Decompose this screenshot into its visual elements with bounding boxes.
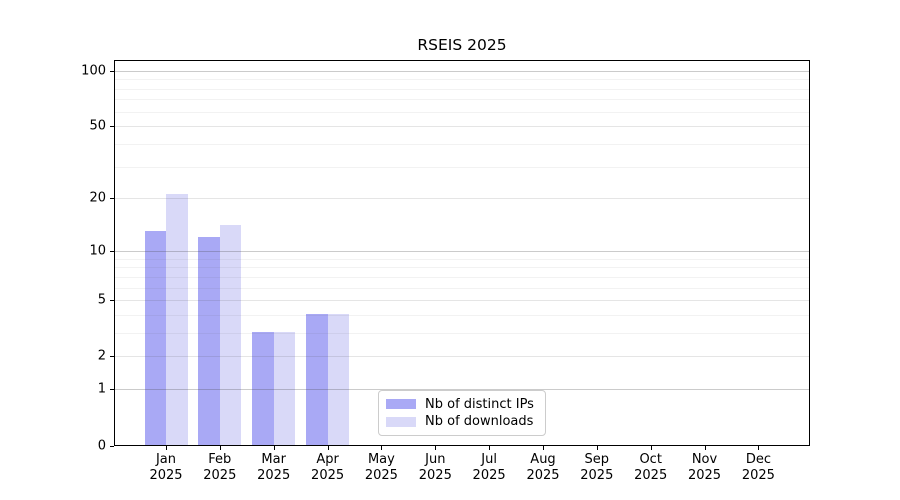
x-tick-label: May 2025 (364, 452, 398, 483)
bar-feb-distinct-ips (198, 236, 220, 445)
downloads-swatch-icon (386, 416, 416, 427)
x-tick (489, 446, 491, 450)
y-tick (110, 389, 114, 391)
bar-jan-distinct-ips (144, 230, 166, 445)
legend-label-downloads: Nb of downloads (425, 414, 534, 430)
gridline-y-60 (115, 111, 809, 113)
x-tick (166, 446, 167, 450)
x-tick-label: Apr 2025 (311, 452, 345, 483)
chart-title: RSEIS 2025 (417, 36, 507, 54)
gridline-y-20 (115, 198, 809, 200)
bar-jan-downloads (166, 194, 188, 445)
y-tick-label: 2 (97, 348, 106, 364)
plot-area (114, 60, 810, 446)
x-tick (327, 446, 329, 450)
x-tick (650, 446, 652, 450)
legend-item-downloads: Nb of downloads (386, 414, 538, 429)
x-tick-label: Aug 2025 (526, 452, 560, 483)
x-tick (596, 446, 598, 450)
bars-layer (115, 61, 809, 445)
x-tick-label: Jul 2025 (472, 452, 506, 483)
gridline-y-50 (115, 126, 809, 128)
y-tick-label: 50 (89, 118, 106, 134)
bar-apr-distinct-ips (306, 314, 328, 445)
bar-feb-downloads (219, 225, 242, 445)
x-tick (273, 446, 275, 450)
x-tick (543, 446, 544, 450)
y-tick-label: 10 (89, 243, 106, 259)
legend-item-distinct-ips: Nb of distinct IPs (386, 397, 538, 412)
y-tick (110, 445, 114, 447)
x-tick-label: Feb 2025 (203, 452, 237, 483)
x-tick-label: Dec 2025 (741, 452, 775, 483)
x-tick-label: Jun 2025 (418, 452, 452, 483)
x-tick-label: Sep 2025 (580, 452, 614, 483)
x-tick-label: Mar 2025 (257, 452, 291, 483)
y-tick (110, 356, 114, 358)
gridline-y-80 (115, 88, 809, 90)
x-tick (758, 446, 760, 450)
y-tick (110, 70, 114, 72)
y-tick-label: 20 (89, 190, 106, 206)
gridline-y-90 (115, 79, 809, 81)
bar-mar-downloads (273, 332, 296, 445)
y-tick (110, 300, 114, 301)
gridline-y-30 (115, 166, 809, 168)
y-tick-label: 5 (97, 292, 106, 308)
legend-label-distinct-ips: Nb of distinct IPs (425, 396, 534, 412)
legend: Nb of distinct IPs Nb of downloads (378, 390, 546, 436)
bar-apr-downloads (327, 314, 350, 445)
x-tick (381, 446, 383, 450)
y-tick-label: 100 (81, 63, 106, 79)
gridline-y-70 (115, 99, 809, 101)
bar-mar-distinct-ips (252, 332, 274, 445)
y-tick (110, 126, 114, 128)
gridline-y-100 (115, 70, 809, 72)
distinct-ips-swatch-icon (386, 399, 416, 410)
gridline-y-40 (115, 143, 809, 145)
x-tick (435, 446, 437, 450)
y-tick (110, 250, 114, 252)
y-tick (110, 198, 114, 200)
x-tick (219, 446, 221, 450)
x-tick-label: Nov 2025 (687, 452, 722, 483)
x-tick (704, 446, 706, 450)
x-tick-label: Jan 2025 (149, 452, 183, 483)
y-tick-label: 0 (97, 438, 106, 453)
x-tick-label: Oct 2025 (634, 452, 668, 483)
y-tick-label: 1 (97, 381, 106, 397)
